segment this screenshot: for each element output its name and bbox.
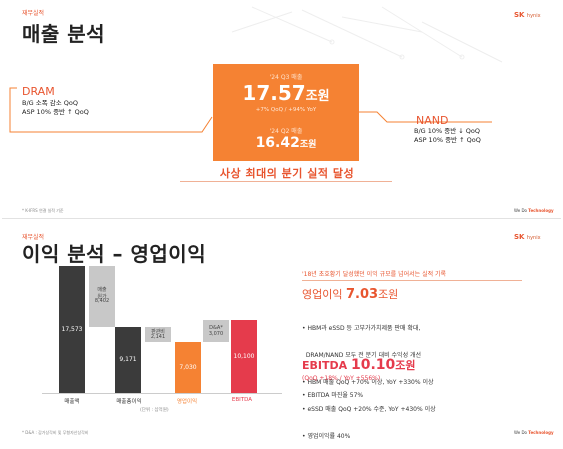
footnote: * K-IFRS 연결 실적 기준 bbox=[22, 208, 64, 213]
bullet-2: DRAM/NAND 모두 전 분기 대비 수익성 개선 bbox=[302, 352, 422, 359]
record-headline: 사상 최대의 분기 실적 달성 bbox=[219, 167, 355, 180]
tagline-underline bbox=[302, 280, 522, 281]
category-label-revenue: 매출액 bbox=[64, 399, 80, 405]
q2-revenue-label: '24 Q2 매출 bbox=[269, 128, 303, 135]
footer-brand: We Do Technology bbox=[514, 430, 554, 435]
logo-main: SK bbox=[514, 233, 525, 241]
bar-label-da: D&A* bbox=[209, 325, 223, 332]
section-tag: 재무실적 bbox=[22, 10, 45, 17]
bar-cogs bbox=[89, 266, 115, 327]
chart-baseline bbox=[42, 393, 282, 394]
bullet-5: • 영업이익률 40% bbox=[302, 433, 351, 440]
dram-title: DRAM bbox=[22, 85, 55, 98]
logo-sub: hynix bbox=[526, 13, 541, 19]
waterfall-chart: 17,573 매출 원가 8,402 9,171 판관비 2,141 7,030… bbox=[2, 224, 292, 440]
sk-hynix-logo: SK hynix bbox=[514, 233, 541, 241]
unit-note: (단위 : 십억원) bbox=[140, 408, 169, 413]
category-label-operating-profit: 영업이익 bbox=[176, 399, 198, 405]
bar-value-cogs: 8,402 bbox=[94, 298, 110, 305]
headline-underline bbox=[180, 181, 392, 182]
bar-ebitda bbox=[231, 320, 257, 393]
bar-gross-profit bbox=[115, 326, 141, 393]
category-label-ebitda: EBITDA bbox=[231, 397, 253, 403]
section-tag: 재무실적 bbox=[22, 234, 45, 241]
page-title: 이익 분석 – 영업이익 bbox=[22, 242, 207, 266]
q2-revenue-value: 16.42조원 bbox=[255, 135, 317, 151]
bullet-4: • eSSD 매출 QoQ +20% 수준, YoY +430% 이상 bbox=[302, 406, 436, 413]
operating-profit-headline: 영업이익 7.03조원 bbox=[302, 287, 399, 302]
decorative-lines bbox=[9, 6, 503, 133]
ebitda-headline: EBITDA 10.10조원 bbox=[302, 357, 416, 373]
operating-profit-bullets: • HBM과 eSSD 등 고부가가치제품 판매 확대, DRAM/NAND 모… bbox=[302, 306, 436, 440]
nand-line-1: B/G 10% 중반 ↓ QoQ bbox=[414, 127, 481, 135]
bar-value-operating-profit: 7,030 bbox=[179, 363, 197, 371]
bar-value-sga: 2,141 bbox=[150, 334, 166, 341]
bar-value-da: 3,070 bbox=[208, 331, 224, 338]
bar-value-ebitda: 10,100 bbox=[233, 352, 255, 360]
bar-label-sga: 판관비 bbox=[151, 329, 165, 336]
q3-revenue-growth: +7% QoQ / +94% YoY bbox=[255, 107, 317, 113]
revenue-highlight-box: '24 Q3 매출 17.57조원 +7% QoQ / +94% YoY '24… bbox=[213, 64, 359, 161]
footer-brand: We Do Technology bbox=[514, 208, 554, 213]
logo-sub: hynix bbox=[526, 235, 541, 241]
slide-revenue-analysis: 재무실적 매출 분석 SK hynix DRAM B/G 소폭 감소 QoQ A… bbox=[2, 2, 561, 219]
bar-sga bbox=[145, 326, 171, 343]
sk-hynix-logo: SK hynix bbox=[514, 11, 541, 19]
category-label-gross-profit: 매출총이익 bbox=[116, 399, 142, 405]
footnote: * D&A : 감가상각비 및 무형자산상각비 bbox=[22, 430, 89, 435]
nand-title: NAND bbox=[416, 114, 449, 127]
dram-details: B/G 소폭 감소 QoQ ASP 10% 중반 ↑ QoQ bbox=[22, 99, 89, 117]
q3-revenue-label: '24 Q3 매출 bbox=[269, 74, 303, 81]
bar-operating-profit bbox=[175, 342, 201, 393]
logo-main: SK bbox=[514, 11, 525, 19]
bar-value-gross-profit: 9,171 bbox=[119, 355, 137, 363]
ebitda-margin: • EBITDA 마진율 57% bbox=[302, 392, 364, 399]
page-title: 매출 분석 bbox=[22, 22, 106, 46]
dram-line-1: B/G 소폭 감소 QoQ bbox=[22, 99, 79, 107]
q3-revenue-value: 17.57조원 bbox=[242, 81, 330, 105]
dram-line-2: ASP 10% 중반 ↑ QoQ bbox=[22, 108, 89, 116]
record-tagline: '18년 초호황기 달성했던 이익 규모를 넘어서는 실적 기록 bbox=[302, 271, 447, 278]
slide-profit-analysis: 재무실적 이익 분석 – 영업이익 SK hynix 17,573 매출 원가 … bbox=[2, 224, 561, 440]
bar-value-revenue: 17,573 bbox=[61, 325, 83, 333]
bar-revenue bbox=[59, 266, 85, 393]
ebitda-growth: (QoQ +18% / YoY +556%) bbox=[302, 375, 381, 382]
nand-line-2: ASP 10% 중반 ↑ QoQ bbox=[414, 136, 481, 144]
nand-details: B/G 10% 중반 ↓ QoQ ASP 10% 중반 ↑ QoQ bbox=[414, 127, 481, 145]
bullet-1: • HBM과 eSSD 등 고부가가치제품 판매 확대, bbox=[302, 325, 421, 332]
bar-label-cogs: 매출 원가 bbox=[97, 287, 107, 301]
bullet-3: • HBM 매출 QoQ +70% 이상, YoY +330% 이상 bbox=[302, 379, 434, 386]
bar-da bbox=[203, 320, 229, 343]
